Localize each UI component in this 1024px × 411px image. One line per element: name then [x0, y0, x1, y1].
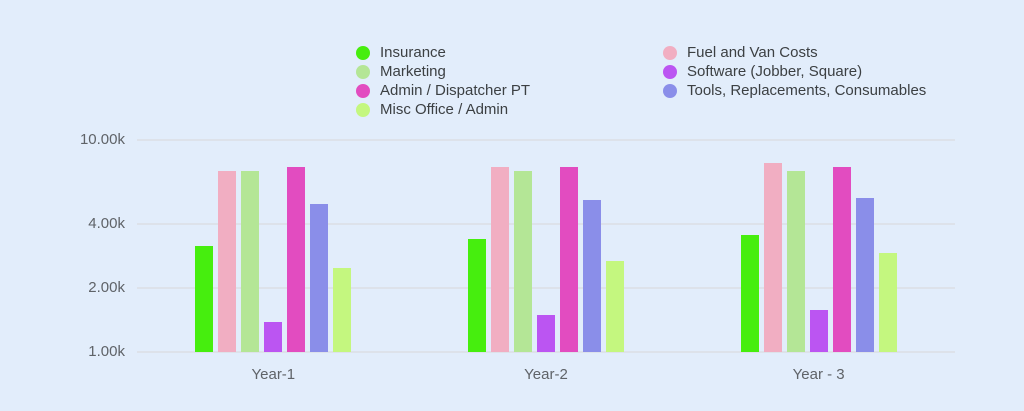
legend-swatch-icon — [356, 102, 370, 117]
bar[interactable] — [491, 167, 509, 352]
bar[interactable] — [786, 170, 805, 352]
gridline — [137, 351, 955, 353]
y-axis-tick-label: 1.00k — [88, 343, 125, 360]
bar[interactable] — [606, 260, 624, 352]
legend-swatch-icon — [356, 83, 370, 98]
bar[interactable] — [832, 166, 851, 352]
y-axis-tick-label: 2.00k — [88, 279, 125, 297]
y-axis-tick-label: 10.00k — [79, 131, 125, 148]
legend-swatch-icon — [356, 64, 370, 79]
bar[interactable] — [468, 239, 486, 352]
legend-item-label: Insurance — [380, 44, 446, 61]
legend-item: Admin / Dispatcher PT — [356, 81, 530, 100]
bar[interactable] — [583, 200, 601, 352]
bar[interactable] — [333, 268, 352, 352]
bar[interactable] — [809, 309, 828, 352]
x-axis-category-label: Year-1 — [251, 366, 296, 383]
gridline — [137, 287, 955, 290]
bar-group-2 — [468, 167, 624, 352]
bar[interactable] — [878, 253, 897, 352]
x-axis-category-label: Year - 3 — [792, 366, 845, 383]
legend-item-label: Marketing — [380, 63, 446, 80]
bar-group-1 — [195, 166, 352, 352]
plot-area: 10.00k 4.00k 2.00k 1.00k Year-1 Year-2 Year - … — [80, 132, 955, 383]
legend-item: Marketing — [356, 62, 530, 81]
legend-item-label: Software (Jobber, Square) — [687, 63, 863, 80]
bar[interactable] — [560, 167, 578, 352]
bar[interactable] — [855, 197, 874, 352]
legend-swatch-icon — [663, 64, 677, 79]
chart-legend-right: Fuel and Van Costs Software (Jobber, Squa… — [663, 43, 926, 100]
bar[interactable] — [763, 162, 782, 352]
chart-legend-left: Insurance Marketing Admin / Dispatcher PT M… — [356, 43, 530, 119]
bar[interactable] — [264, 321, 283, 352]
y-axis-tick-label: 4.00k — [88, 215, 125, 233]
bar[interactable] — [740, 235, 759, 352]
gridline — [137, 223, 955, 226]
legend-swatch-icon — [663, 45, 677, 60]
legend-swatch-icon — [663, 83, 677, 98]
legend-item: Insurance — [356, 43, 530, 62]
legend-item: Misc Office / Admin — [356, 100, 530, 119]
legend-item-label: Fuel and Van Costs — [687, 44, 818, 61]
legend-item: Tools, Replacements, Consumables — [663, 81, 926, 100]
gridline — [137, 139, 955, 141]
bar[interactable] — [310, 204, 329, 352]
bar[interactable] — [195, 246, 214, 352]
bar[interactable] — [241, 171, 260, 352]
legend-item-label: Admin / Dispatcher PT — [380, 82, 531, 99]
legend-item-label: Tools, Replacements, Consumables — [687, 82, 927, 99]
legend-item: Fuel and Van Costs — [663, 43, 926, 62]
bar-group-3 — [740, 162, 897, 352]
x-axis-category-label: Year-2 — [524, 366, 568, 383]
legend-swatch-icon — [356, 45, 370, 60]
bar[interactable] — [537, 315, 555, 352]
legend-item-label: Misc Office / Admin — [380, 101, 509, 118]
legend-item: Software (Jobber, Square) — [663, 62, 926, 81]
bar[interactable] — [287, 166, 306, 352]
bar[interactable] — [218, 171, 237, 352]
bar[interactable] — [514, 171, 532, 352]
